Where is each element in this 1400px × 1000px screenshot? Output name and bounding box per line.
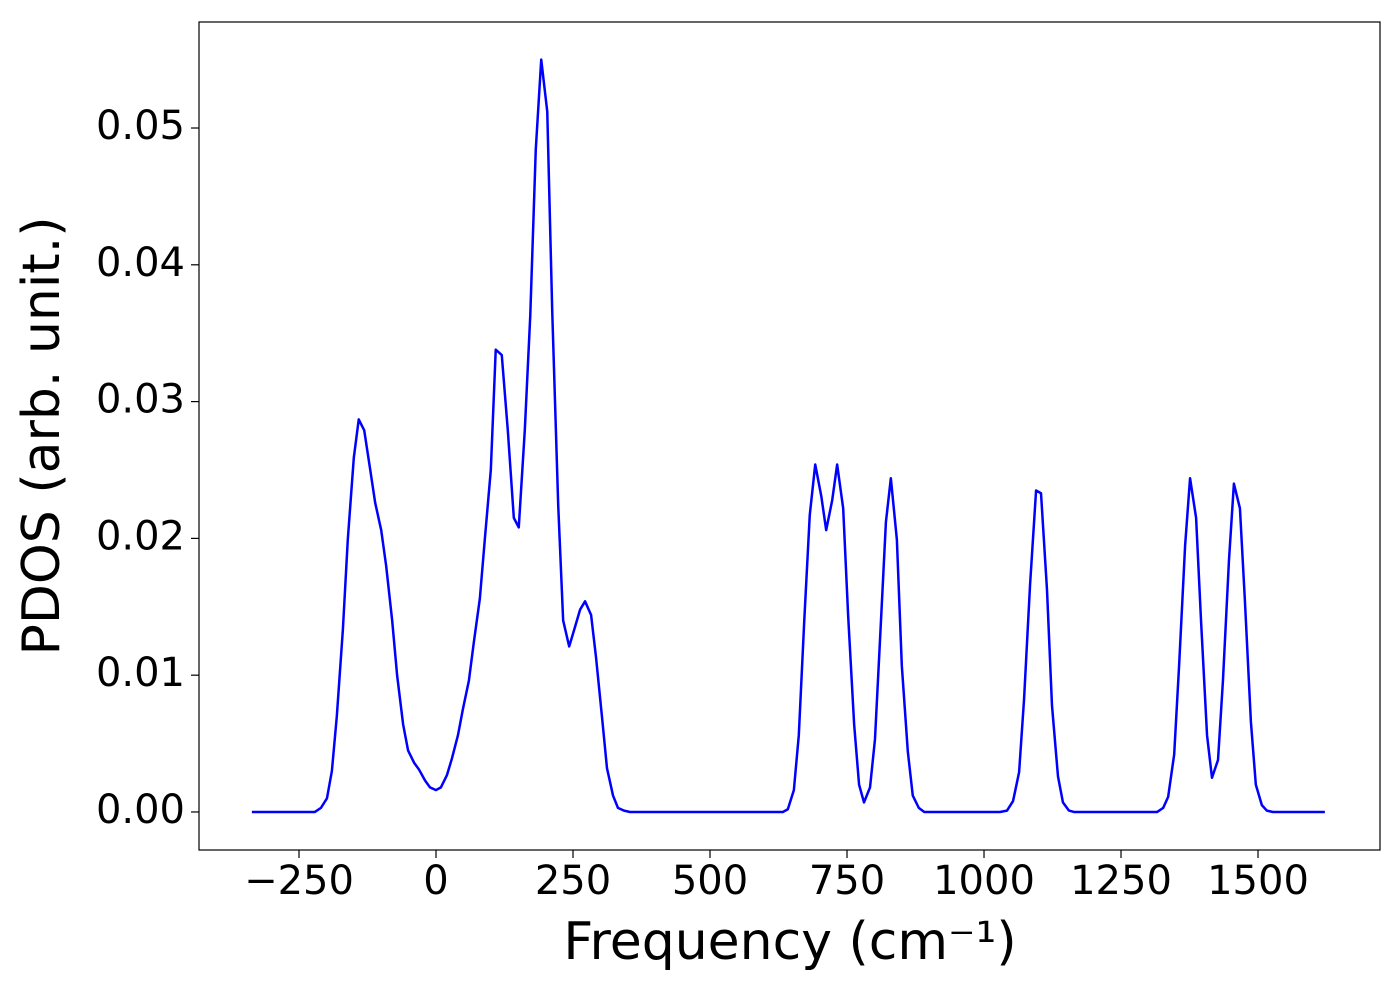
x-tick-label: 1500 — [1207, 858, 1309, 904]
y-axis-label: PDOS (arb. unit.) — [12, 216, 72, 655]
x-tick-label: 750 — [809, 858, 885, 904]
x-tick-label: 500 — [672, 858, 748, 904]
y-tick-label: 0.05 — [96, 103, 185, 149]
y-tick-label: 0.01 — [96, 650, 185, 696]
x-tick-label: 1250 — [1070, 858, 1172, 904]
x-tick-label: 250 — [535, 858, 611, 904]
y-tick-label: 0.04 — [96, 240, 185, 286]
plot-frame — [198, 21, 1381, 851]
data-line — [251, 58, 1325, 814]
y-tick-label: 0.00 — [96, 787, 185, 833]
y-tick-label: 0.03 — [96, 377, 185, 423]
x-tick-label: −250 — [244, 858, 354, 904]
x-axis-label: Frequency (cm⁻¹) — [563, 912, 1016, 972]
x-tick-label: 0 — [423, 858, 448, 904]
y-tick-label: 0.02 — [96, 513, 185, 559]
x-tick-label: 1000 — [933, 858, 1035, 904]
